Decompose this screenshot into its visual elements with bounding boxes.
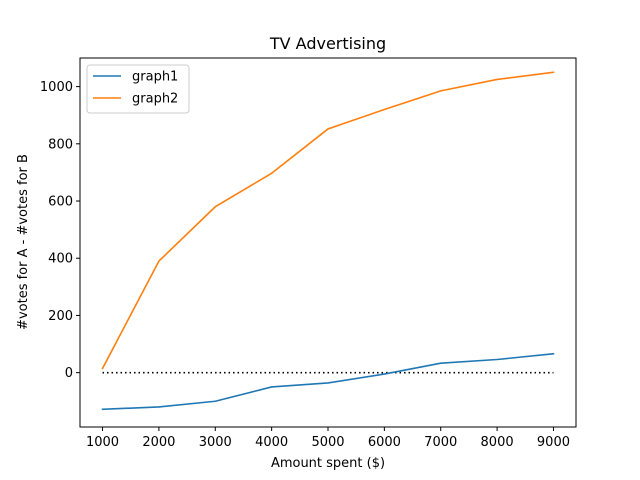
series-line-graph1 bbox=[101, 352, 555, 411]
y-axis-ticks: 0 200 400 600 800 1000 bbox=[40, 80, 80, 381]
y-tick-label: 1000 bbox=[40, 80, 73, 95]
plot-frame bbox=[79, 57, 577, 428]
legend-box bbox=[86, 64, 190, 114]
y-tick-label: 400 bbox=[48, 252, 73, 267]
x-tick-label: 6000 bbox=[368, 435, 401, 450]
x-tick-label: 2000 bbox=[142, 435, 175, 450]
y-tick-label: 600 bbox=[48, 195, 73, 210]
x-axis-ticks: 1000 2000 3000 4000 5000 6000 7000 8000 9000 bbox=[86, 427, 570, 450]
x-tick-label: 5000 bbox=[311, 435, 344, 450]
x-tick-label: 4000 bbox=[255, 435, 288, 450]
x-tick-label: 8000 bbox=[481, 435, 514, 450]
legend: graph1 graph2 bbox=[86, 64, 190, 114]
x-axis-title: Amount spent ($) bbox=[271, 456, 385, 471]
y-tick-label: 800 bbox=[48, 137, 73, 152]
y-axis-title: #votes for A - #votes for B bbox=[16, 154, 31, 330]
plot-area bbox=[101, 71, 555, 411]
y-tick-label: 200 bbox=[48, 309, 73, 324]
y-tick-label: 0 bbox=[65, 366, 73, 381]
x-tick-label: 7000 bbox=[424, 435, 457, 450]
legend-label-graph1: graph1 bbox=[132, 70, 178, 85]
legend-label-graph2: graph2 bbox=[132, 92, 178, 107]
series-line-graph2 bbox=[101, 71, 555, 370]
x-tick-label: 1000 bbox=[86, 435, 119, 450]
x-tick-label: 9000 bbox=[537, 435, 570, 450]
chart-title: TV Advertising bbox=[269, 34, 386, 53]
x-tick-label: 3000 bbox=[199, 435, 232, 450]
